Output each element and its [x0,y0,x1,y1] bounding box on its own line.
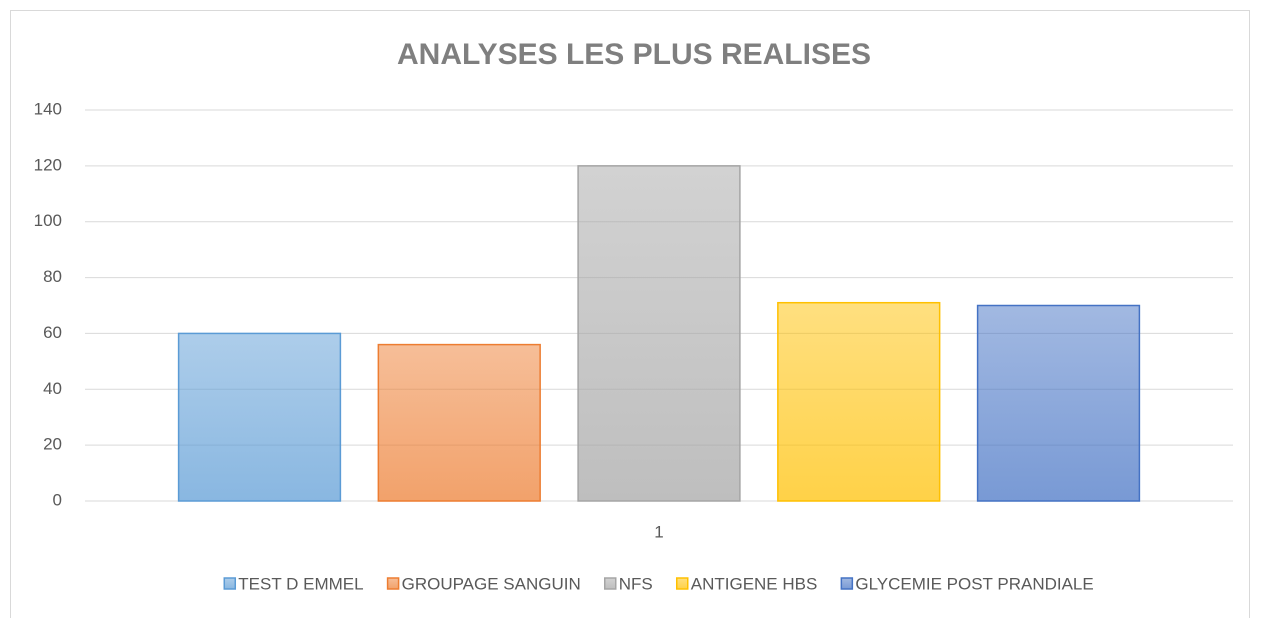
legend-swatch [604,577,617,590]
bar [777,301,941,502]
y-tick-label: 20 [43,435,62,454]
legend-swatch [386,577,400,590]
legend-swatch [840,577,854,590]
legend-label: ANTIGENE HBS [691,574,818,593]
legend-label: GLYCEMIE POST PRANDIALE [855,574,1093,593]
legend-label: GROUPAGE SANGUIN [402,574,581,593]
legend-swatch [223,577,237,590]
y-tick-label: 100 [34,211,62,230]
chart-title: ANALYSES LES PLUS REALISES [397,38,871,71]
legend-label: NFS [619,574,653,593]
bar [577,165,741,502]
y-tick-label: 60 [43,323,62,342]
x-tick-label: 1 [654,522,663,541]
legend-label: TEST D EMMEL [238,574,363,593]
y-tick-label: 120 [34,155,62,174]
legend-swatch [676,577,689,590]
y-tick-label: 40 [43,379,62,398]
y-tick-label: 0 [53,490,62,509]
bar [976,304,1141,502]
bar [377,343,541,502]
bar [177,332,342,502]
y-tick-label: 140 [34,99,62,118]
y-tick-label: 80 [43,267,62,286]
